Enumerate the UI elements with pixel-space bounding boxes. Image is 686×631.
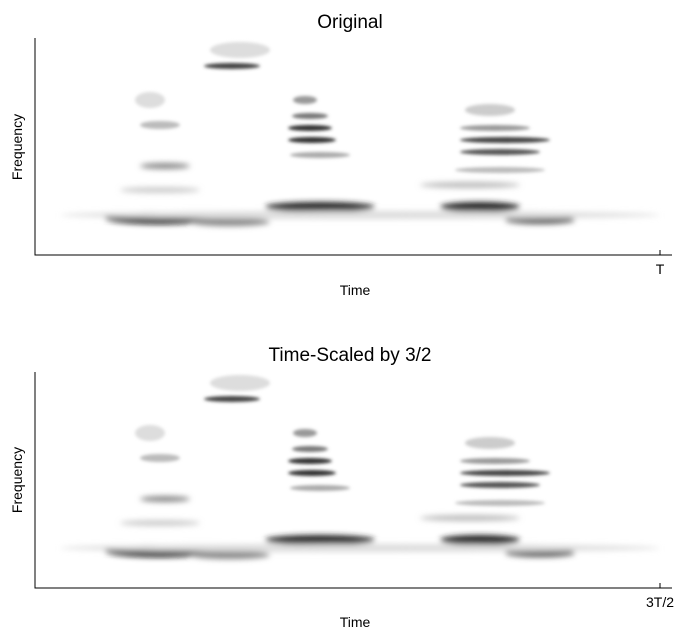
spectrogram — [60, 42, 660, 226]
spectrogram — [60, 375, 660, 559]
x-tick-label: 3T/2 — [646, 594, 674, 610]
bottom-panel: Time-Scaled by 3/2 3T/2 Time Frequency — [9, 345, 674, 630]
axes — [34, 38, 672, 256]
y-axis-label: Frequency — [9, 447, 25, 513]
y-axis-label: Frequency — [9, 114, 25, 180]
panel-title: Original — [317, 12, 382, 33]
x-axis-label: Time — [340, 282, 371, 298]
panel-title: Time-Scaled by 3/2 — [269, 345, 432, 366]
x-axis-label: Time — [340, 614, 371, 630]
x-tick-label: T — [656, 261, 665, 277]
top-panel: Original T Time Frequency — [9, 12, 672, 298]
axes — [34, 372, 672, 589]
